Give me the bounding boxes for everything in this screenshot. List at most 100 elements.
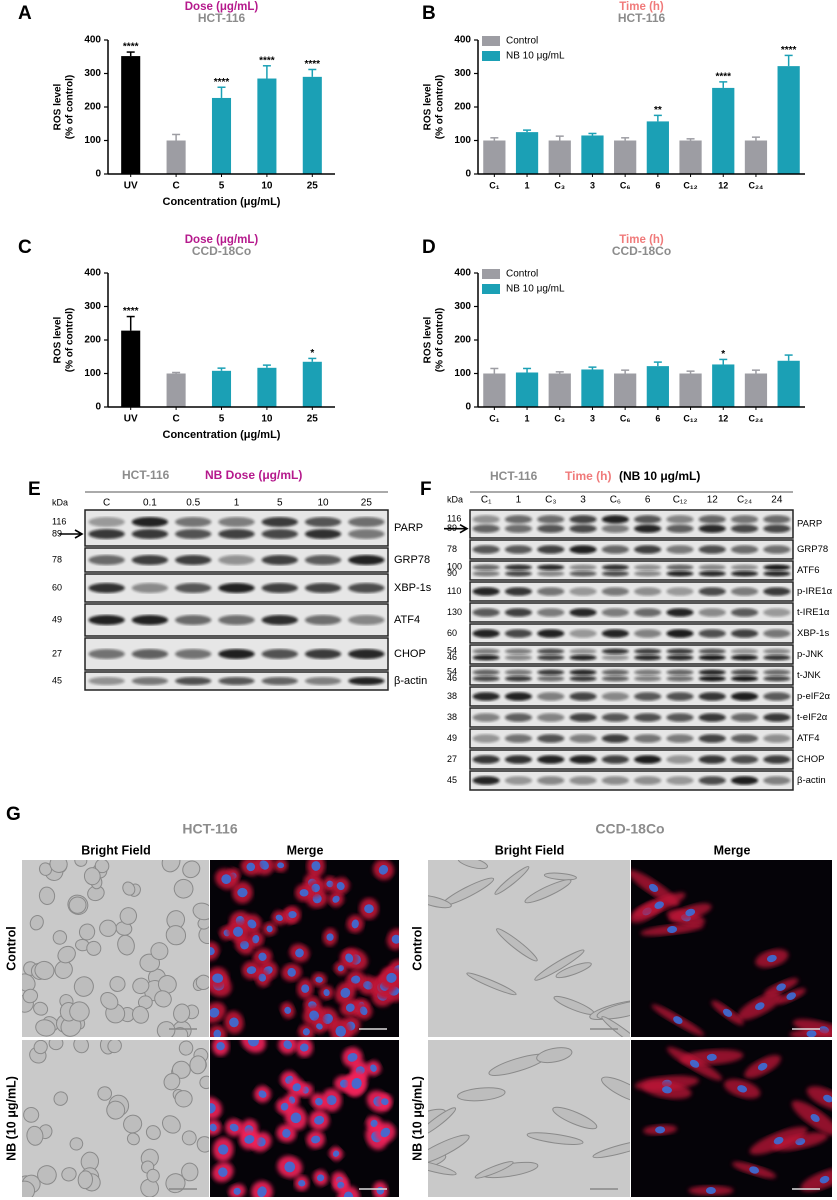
band (666, 515, 694, 524)
band (131, 649, 169, 659)
band (88, 555, 125, 565)
nucleus (246, 862, 256, 872)
bar (581, 135, 604, 174)
y-axis-label: ROS level (423, 316, 434, 363)
cell (22, 988, 39, 1004)
bar (211, 370, 232, 407)
nucleus (673, 1016, 683, 1025)
band (698, 713, 726, 722)
nucleus (216, 1042, 225, 1051)
kda-value: 49 (447, 733, 457, 743)
nucleus (290, 1112, 302, 1124)
legend-swatch (482, 269, 500, 279)
band (569, 629, 597, 638)
band (218, 555, 255, 565)
nucleus (723, 1008, 733, 1017)
cell (601, 1016, 630, 1037)
cell (474, 1161, 514, 1179)
band (730, 570, 759, 577)
bar (744, 140, 768, 174)
band (304, 583, 342, 593)
cell (97, 1086, 113, 1101)
band (569, 692, 597, 701)
cell (178, 1040, 194, 1056)
nucleus (685, 908, 696, 917)
band (218, 676, 255, 686)
nucleus (362, 981, 373, 990)
band (698, 675, 726, 682)
bar (679, 373, 702, 407)
x-axis-label: Concentration (μg/mL) (163, 196, 281, 208)
bar (777, 360, 800, 407)
y-tick-label: 300 (84, 301, 101, 312)
protein-label: p-IRE1α (797, 586, 833, 597)
band (601, 545, 629, 554)
y-tick-label: 200 (454, 335, 471, 346)
legend-swatch (482, 284, 500, 294)
x-tick-label: 10 (261, 181, 273, 192)
cell (100, 991, 119, 1010)
x-axis-label: Concentration (μg/mL) (163, 429, 281, 441)
band (348, 649, 385, 659)
y-axis-label: ROS level (53, 316, 64, 363)
kda-value: 45 (52, 675, 62, 685)
nucleus (210, 946, 215, 956)
chart-title: Time (h) (619, 234, 664, 246)
band (730, 629, 759, 638)
band (348, 676, 385, 686)
band (601, 669, 629, 676)
column-heading: Merge (287, 843, 324, 857)
bar (744, 373, 768, 407)
nucleus (311, 883, 320, 893)
kda-value: 54 (447, 646, 457, 656)
bar (166, 140, 186, 174)
band (634, 524, 662, 533)
cell (428, 894, 452, 909)
cell (552, 1106, 598, 1130)
band (472, 675, 500, 682)
band (698, 692, 726, 701)
protein-label: CHOP (797, 754, 824, 765)
row-heading: NB (10 μg/mL) (410, 1076, 424, 1161)
y-axis-label: ROS level (53, 83, 64, 130)
cell-line: HCT-116 (490, 469, 538, 483)
band (634, 669, 662, 676)
bar (614, 140, 637, 174)
band (472, 654, 500, 661)
band (569, 734, 597, 743)
cell (22, 973, 36, 992)
kda-value: 38 (447, 691, 457, 701)
blot-strip (469, 602, 794, 623)
protein-label: XBP-1s (797, 628, 829, 639)
band (537, 755, 565, 764)
band (763, 734, 791, 743)
band (666, 564, 694, 571)
cell (37, 1165, 57, 1185)
band (569, 587, 597, 596)
nucleus (213, 1029, 222, 1037)
nucleus (284, 1161, 296, 1173)
protein-label: GRP78 (394, 554, 430, 566)
band (666, 608, 694, 617)
band (472, 669, 500, 676)
band (601, 608, 629, 617)
kda-value: 46 (447, 652, 457, 662)
significance: **** (214, 77, 230, 88)
nucleus (302, 1028, 310, 1036)
bar (483, 140, 506, 174)
band (261, 649, 298, 659)
lane-label: 5 (277, 498, 283, 509)
cell (526, 1132, 584, 1145)
nucleus (233, 1187, 241, 1195)
nucleus (370, 1064, 377, 1072)
y-tick-label: 0 (465, 402, 471, 413)
chart-subtitle: HCT-116 (618, 11, 666, 25)
cell (601, 1076, 630, 1104)
band (537, 669, 565, 676)
cell (195, 974, 209, 991)
blot-strip (469, 770, 794, 791)
kda-value: 54 (447, 667, 457, 677)
band (348, 529, 385, 539)
nucleus (229, 1123, 239, 1132)
